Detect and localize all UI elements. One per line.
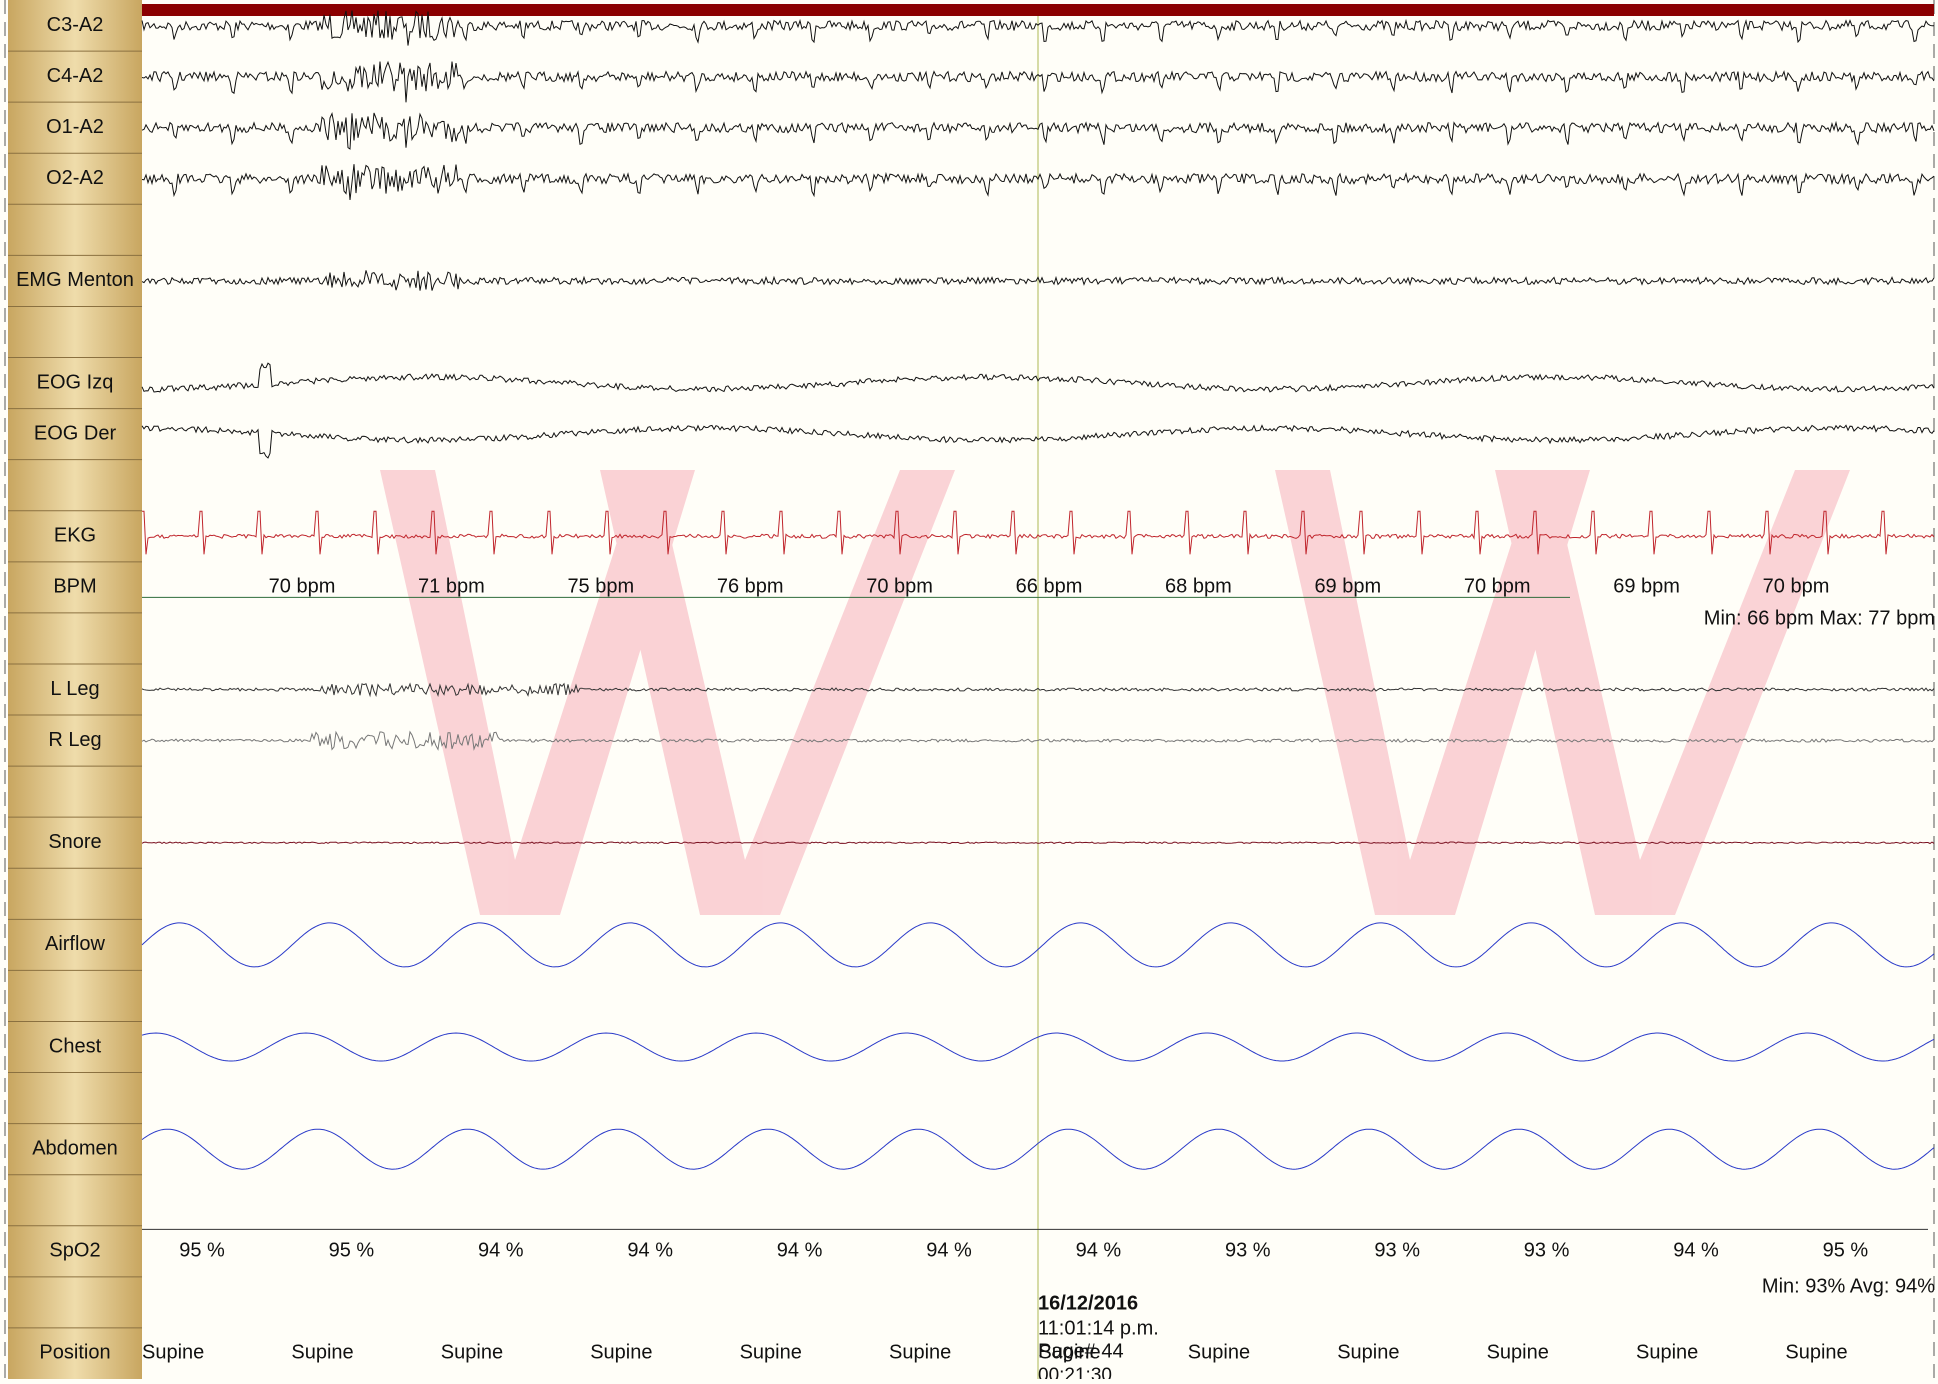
channel-label: L Leg [50,678,99,700]
bpm-label: 75 bpm [567,576,634,598]
spo2-label: 93 % [1524,1240,1570,1262]
signal [141,730,1935,751]
spo2-label: 95 % [1823,1240,1869,1262]
position-label: Supine [1188,1342,1250,1364]
bpm-summary: Min: 66 bpm Max: 77 bpm [1704,607,1935,629]
signal [141,841,1935,845]
channel-label: C4-A2 [47,65,104,87]
channel-label: Position [39,1342,110,1364]
spo2-label: 95 % [329,1240,375,1262]
spo2-label: 93 % [1374,1240,1420,1262]
signal [142,510,1935,555]
bpm-label: 69 bpm [1613,576,1680,598]
channel-label: Chest [49,1035,102,1057]
spo2-label: 94 % [1673,1240,1719,1262]
position-label: Supine [1785,1342,1847,1364]
bpm-label: 69 bpm [1314,576,1381,598]
channel-label: Snore [48,831,101,853]
signal [141,424,1935,459]
position-label: Supine [1038,1342,1100,1364]
channel-label: EKG [54,525,96,547]
channel-label: C3-A2 [47,14,104,36]
signal [141,362,1935,393]
channel-label: SpO2 [49,1240,100,1262]
bpm-label: 70 bpm [1464,576,1531,598]
signal [141,922,1935,968]
spo2-label: 94 % [478,1240,524,1262]
channel-label: EOG Der [34,422,117,444]
label-column [8,0,142,1379]
spo2-label: 94 % [777,1240,823,1262]
channel-label: Airflow [45,933,106,955]
channel-label: EOG Izq [37,371,114,393]
footer-time: 11:01:14 p.m. [1038,1317,1159,1339]
signal [141,111,1935,150]
spo2-summary: Min: 93% Avg: 94% [1762,1275,1935,1297]
signal [141,1032,1935,1062]
spo2-label: 95 % [179,1240,225,1262]
position-label: Supine [142,1342,204,1364]
signal [141,682,1935,698]
position-label: Supine [1487,1342,1549,1364]
spo2-label: 93 % [1225,1240,1271,1262]
position-label: Supine [1337,1342,1399,1364]
position-label: Supine [291,1342,353,1364]
signal [141,270,1935,291]
bpm-label: 70 bpm [866,576,933,598]
bpm-label: 70 bpm [269,576,336,598]
bpm-label: 71 bpm [418,576,485,598]
signal [141,1128,1935,1170]
channel-label: BPM [53,576,96,598]
spo2-label: 94 % [926,1240,972,1262]
footer-elapsed: 00:21:30 [1038,1365,1112,1379]
bpm-label: 70 bpm [1763,576,1830,598]
signal [141,60,1935,103]
footer-date: 16/12/2016 [1038,1292,1138,1314]
footer-page: Page# 44 [1038,1340,1124,1362]
bpm-label: 68 bpm [1165,576,1232,598]
position-label: Supine [1636,1342,1698,1364]
bpm-label: 76 bpm [717,576,784,598]
channel-label: EMG Menton [16,269,134,291]
waveforms: 70 bpm 71 bpm 75 bpm 76 bpm 70 bpm 66 bpm 68 b… [141,10,1935,1364]
position-label: Supine [740,1342,802,1364]
position-label: Supine [590,1342,652,1364]
channel-label: O1-A2 [46,116,104,138]
spo2-label: 94 % [627,1240,673,1262]
channel-label: O2-A2 [46,167,104,189]
channel-labels: C3-A2 C4-A2 O1-A2 O2-A2 EMG Menton EOG Izq EOG… [8,14,142,1364]
signal [141,164,1935,200]
top-bar [142,4,1934,16]
watermark [380,470,1850,915]
channel-label: Abdomen [32,1137,118,1159]
position-label: Supine [441,1342,503,1364]
position-label: Supine [889,1342,951,1364]
bpm-label: 66 bpm [1016,576,1083,598]
channel-label: R Leg [48,729,101,751]
signal [141,10,1935,46]
spo2-label: 94 % [1076,1240,1122,1262]
